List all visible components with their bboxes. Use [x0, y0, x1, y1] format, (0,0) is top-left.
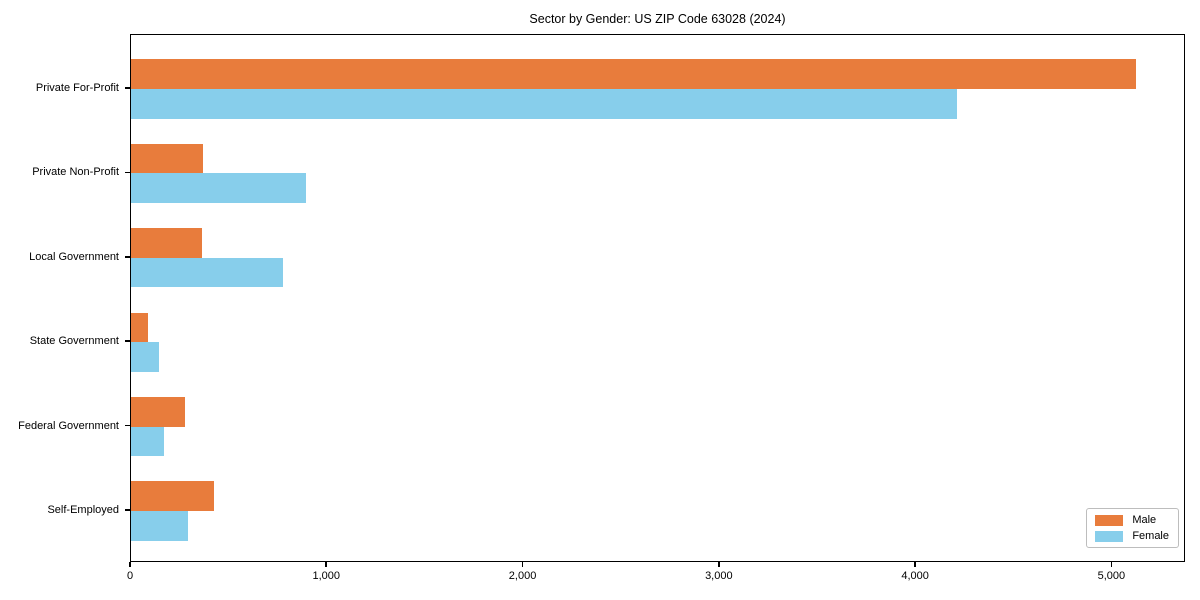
bar-male-self-employed: [131, 481, 215, 511]
x-tick-mark: [718, 562, 720, 567]
y-tick-mark: [125, 171, 130, 174]
x-tick-label-1000: 1,000: [312, 570, 341, 582]
bar-male-federal-government: [131, 397, 185, 427]
legend-swatch-male: [1095, 514, 1124, 526]
chart-title: Sector by Gender: US ZIP Code 63028 (202…: [529, 12, 786, 26]
x-tick-mark: [521, 562, 524, 567]
y-tick-label-self-employed: Self-Employed: [47, 504, 119, 516]
y-tick-label-federal-government: Federal Government: [18, 419, 119, 432]
y-tick-label-private-for-profit: Private For-Profit: [35, 82, 119, 94]
bar-male-local-government: [131, 228, 202, 258]
y-tick-label-local-government: Local Government: [29, 250, 119, 263]
x-tick-label-2000: 2,000: [508, 570, 537, 582]
y-tick-label-state-government: State Government: [29, 335, 119, 348]
y-tick-mark: [125, 256, 130, 258]
y-tick-label-private-non-profit: Private Non-Profit: [32, 166, 119, 179]
bar-male-state-government: [131, 312, 148, 343]
bar-female-local-government: [131, 257, 284, 288]
bar-female-self-employed: [131, 511, 188, 541]
bar-male-private-non-profit: [131, 143, 203, 174]
x-tick-label-4000: 4,000: [901, 570, 929, 582]
x-tick-mark: [129, 562, 131, 567]
legend: Male Female: [1086, 508, 1179, 548]
legend-item-female: Female: [1095, 530, 1169, 542]
x-tick-label-5000: 5,000: [1097, 570, 1126, 582]
legend-label-female: Female: [1132, 530, 1169, 542]
x-tick-label-3000: 3,000: [705, 570, 733, 582]
x-tick-mark: [914, 562, 916, 567]
x-tick-label-0: 0: [126, 570, 134, 582]
legend-item-male: Male: [1095, 514, 1169, 526]
legend-label-male: Male: [1132, 514, 1157, 526]
x-tick-mark: [1110, 562, 1113, 567]
bar-female-private-for-profit: [131, 89, 958, 119]
bar-female-private-non-profit: [131, 173, 306, 203]
y-tick-mark: [125, 87, 130, 89]
bar-female-federal-government: [131, 426, 165, 457]
bar-male-private-for-profit: [131, 59, 1136, 89]
x-tick-mark: [325, 562, 328, 567]
y-tick-mark: [125, 424, 130, 427]
y-tick-mark: [125, 509, 130, 511]
bar-female-state-government: [131, 342, 160, 372]
y-tick-mark: [125, 340, 130, 342]
legend-swatch-female: [1095, 530, 1124, 542]
plot-area: Male Female: [130, 34, 1185, 562]
